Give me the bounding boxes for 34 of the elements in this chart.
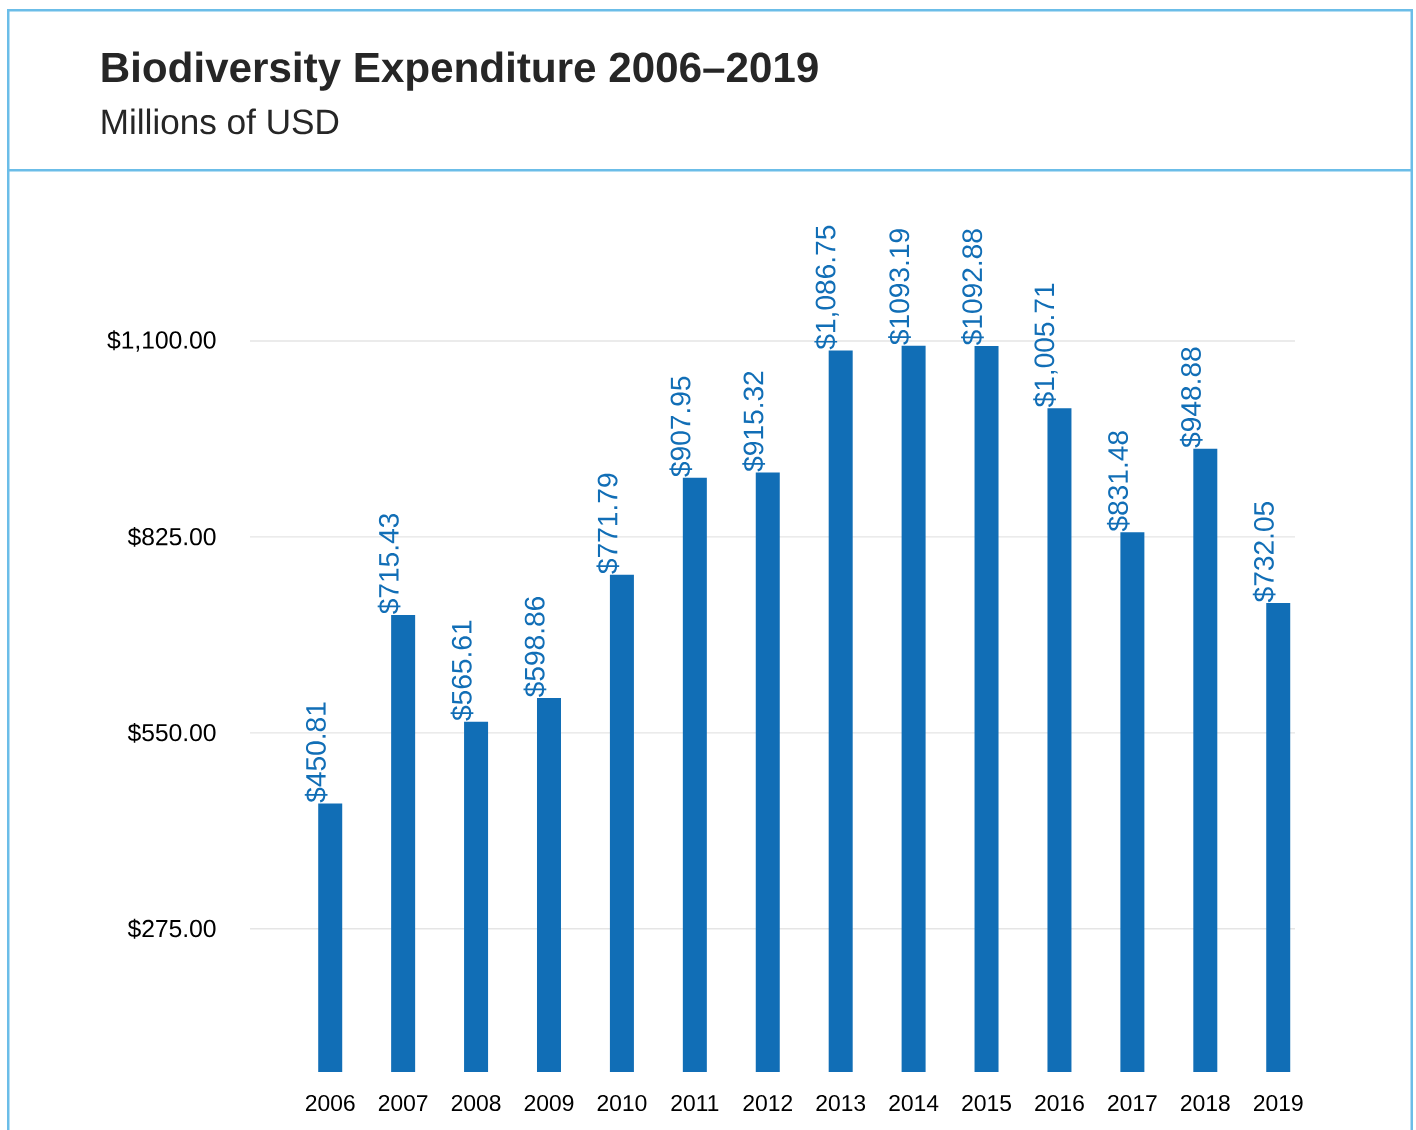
x-tick-label: 2017 [1108,1094,1157,1112]
x-tick-label: 2013 [816,1094,866,1112]
data-label: $907.95 [669,376,693,477]
y-tick-label: $825.00 [127,526,216,547]
data-label: $1092.88 [961,229,984,346]
y-tick-label: $550.00 [127,722,216,743]
x-tick-label: 2016 [1035,1094,1084,1112]
data-label: $598.86 [523,596,547,698]
y-tick-label: $1,100.00 [107,330,216,352]
x-tick-label: 2010 [597,1094,647,1112]
data-label: $1,086.75 [814,225,839,350]
x-tick-label: 2018 [1181,1094,1230,1112]
data-label: $732.05 [1252,502,1276,603]
data-label: $1,005.71 [1033,283,1058,408]
data-label: $771.79 [596,473,620,574]
x-tick-label: 2009 [524,1094,574,1112]
data-label: $715.43 [377,513,401,614]
x-tick-label: 2012 [743,1094,792,1112]
x-tick-label: 2019 [1253,1094,1303,1112]
data-label: $450.81 [304,702,328,803]
chart-subtitle: Millions of USD [102,108,339,135]
data-label: $565.61 [450,620,474,721]
x-tick-label: 2006 [305,1094,355,1112]
x-tick-label: 2015 [962,1094,1011,1112]
data-label: $948.88 [1179,347,1203,448]
x-tick-label: 2011 [671,1094,719,1112]
data-label: $831.48 [1106,431,1130,532]
x-tick-label: 2007 [378,1094,428,1112]
data-label: $915.32 [742,371,766,472]
y-tick-label: $275.00 [127,918,216,939]
chart-title: Biodiversity Expenditure 2006–2019 [102,51,818,91]
x-tick-label: 2008 [451,1094,501,1112]
x-tick-label: 2014 [889,1094,939,1112]
data-label: $1093.19 [888,229,911,345]
